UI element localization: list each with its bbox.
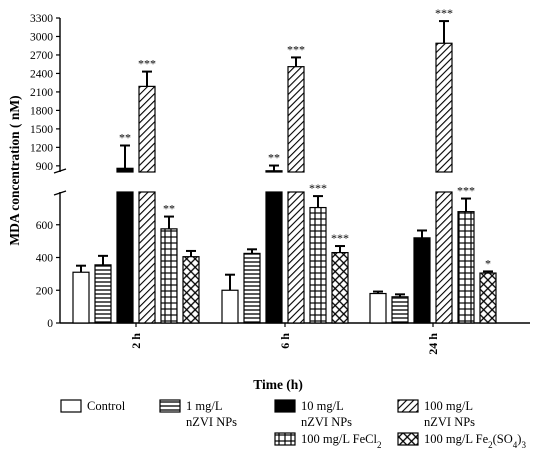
- legend-label-3: 100 mg/L: [424, 399, 473, 413]
- y-tick-label-3000: 3000: [30, 31, 53, 43]
- y-tick-label-0: 0: [47, 318, 53, 330]
- y-tick-label-1800: 1800: [30, 105, 53, 117]
- x-tick-label-2: 24 h: [426, 333, 440, 355]
- bar-2h-s5: [182, 256, 200, 324]
- significance-label-2h-s4: **: [163, 202, 175, 216]
- bar-6h-s0: [221, 289, 239, 324]
- error-bar-24h-s0: [373, 290, 383, 294]
- bar-2h-s3-lower: [138, 191, 156, 324]
- error-bar-6h-s5: [335, 245, 345, 253]
- bar-2h-s0: [72, 271, 90, 324]
- bar-24h-s0: [369, 292, 387, 324]
- y-tick-label-2400: 2400: [30, 68, 53, 80]
- y-tick-label-200: 200: [36, 285, 54, 297]
- error-bar-6h-s4: [313, 195, 323, 208]
- y-tick-label-3300: 3300: [30, 13, 53, 25]
- significance-label-24h-s4: ***: [457, 184, 475, 198]
- y-tick-label-1200: 1200: [30, 142, 53, 154]
- bar-24h-s2: [413, 237, 431, 324]
- legend-label-2: 10 mg/L: [301, 399, 344, 413]
- bar-6h-s3: [287, 66, 305, 173]
- error-bar-24h-s1: [395, 293, 405, 297]
- legend-label-2-line2: nZVI NPs: [301, 415, 352, 429]
- bar-6h-s5: [331, 251, 349, 324]
- x-tick-label-1: 6 h: [278, 333, 292, 349]
- legend-label-3-line2: nZVI NPs: [424, 415, 475, 429]
- legend-swatch-diagonal: [397, 399, 419, 413]
- significance-label-24h-s5: *: [485, 256, 491, 270]
- y-tick-label-2100: 2100: [30, 87, 53, 99]
- bar-24h-s3-lower: [435, 191, 453, 324]
- legend-label-5: 100 mg/L Fe2(SO4)3: [424, 432, 526, 450]
- significance-label-6h-s4: ***: [309, 181, 327, 195]
- bar-6h-s4: [309, 206, 327, 324]
- error-bar-6h-s2: [269, 164, 279, 171]
- legend-item-1: 1 mg/L nZVI NPs: [159, 399, 237, 429]
- legend-item-0: Control: [60, 399, 126, 413]
- error-bar-2h-s5: [186, 249, 196, 257]
- legend-item-5: 100 mg/L Fe2(SO4)3: [397, 432, 526, 450]
- legend-label-1-line2: nZVI NPs: [186, 415, 237, 429]
- legend-swatch-open: [60, 399, 82, 413]
- error-bar-2h-s4: [164, 215, 174, 229]
- y-tick-label-400: 400: [36, 253, 54, 265]
- y-tick-label-1500: 1500: [30, 124, 53, 136]
- legend-swatch-crosshatch: [397, 432, 419, 446]
- bar-2h-s4: [160, 228, 178, 324]
- legend-label-4: 100 mg/L FeCl2: [301, 432, 381, 450]
- bar-2h-s1: [94, 264, 112, 324]
- significance-label-6h-s5: ***: [331, 231, 349, 245]
- error-bar-2h-s0: [76, 264, 86, 273]
- bar-6h-s3-lower: [287, 191, 305, 324]
- axis-break-gap: [54, 174, 530, 190]
- error-bar-24h-s5: [483, 270, 493, 274]
- legend-item-2: 10 mg/L nZVI NPs: [274, 399, 352, 429]
- legend-swatch-grid: [274, 432, 296, 446]
- bar-24h-s4: [457, 211, 475, 324]
- significance-label-6h-s3: ***: [287, 42, 305, 56]
- y-axis-title: MDA concentration ( nM): [7, 95, 22, 245]
- legend-label-0: Control: [87, 399, 126, 413]
- bar-24h-s1: [391, 296, 409, 324]
- legend-swatch-solid: [274, 399, 296, 413]
- error-bar-24h-s2: [417, 229, 427, 238]
- y-tick-label-2700: 2700: [30, 50, 53, 62]
- error-bar-24h-s4: [461, 197, 471, 212]
- legend-item-3: 100 mg/L nZVI NPs: [397, 399, 475, 429]
- legend-label-1: 1 mg/L: [186, 399, 222, 413]
- axes-layer: 0 200 400 600 900 1200 1500 1800 2100 2400 2700 300…: [7, 13, 530, 392]
- legend-item-4: 100 mg/L FeCl2: [274, 432, 381, 450]
- error-bar-2h-s2: [120, 144, 130, 169]
- significance-label-24h-s3: ***: [435, 6, 453, 20]
- bar-2h-s3: [138, 85, 156, 173]
- axis-break-mark-bottom: [53, 190, 67, 196]
- significance-label-2h-s3: ***: [138, 57, 156, 71]
- labels-layer: *******2 h***********6 h*******24 h: [119, 6, 491, 355]
- significance-label-2h-s2: **: [119, 131, 131, 145]
- y-tick-label-900: 900: [36, 161, 54, 173]
- y-tick-label-600: 600: [36, 220, 54, 232]
- x-axis-title: Time (h): [253, 377, 303, 392]
- axis-break-mark-top: [53, 168, 67, 174]
- error-bar-2h-s1: [98, 254, 108, 265]
- x-tick-label-0: 2 h: [129, 333, 143, 349]
- error-bar-6h-s0: [225, 273, 235, 291]
- error-bar-24h-s3: [439, 20, 449, 44]
- bar-6h-s2: [265, 170, 283, 173]
- bars-layer: [72, 20, 497, 324]
- error-bar-2h-s3: [142, 70, 152, 87]
- error-bar-6h-s3: [291, 56, 301, 67]
- significance-label-6h-s2: **: [268, 151, 280, 165]
- bar-2h-s2-lower: [116, 191, 134, 324]
- bar-2h-s2: [116, 167, 134, 173]
- error-bar-6h-s1: [247, 248, 257, 254]
- bar-6h-s2-lower: [265, 191, 283, 324]
- bar-24h-s3: [435, 42, 453, 173]
- bar-24h-s5: [479, 272, 497, 324]
- legend-swatch-horizontal-lines: [159, 399, 181, 413]
- bar-6h-s1: [243, 252, 261, 324]
